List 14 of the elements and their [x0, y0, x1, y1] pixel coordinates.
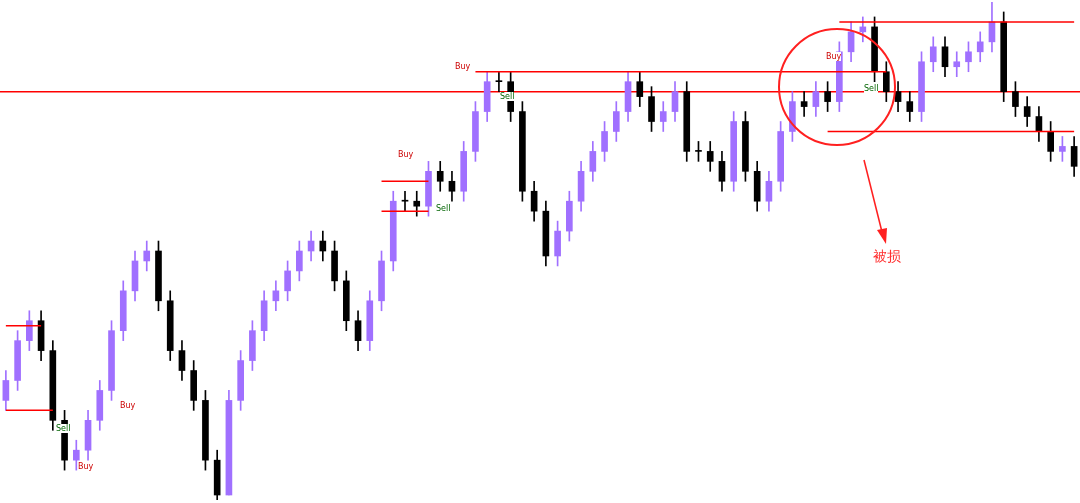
- annotation: Buy: [826, 52, 842, 61]
- annotation: Buy: [78, 462, 94, 471]
- annotation: Sell: [56, 424, 71, 433]
- annotation: Buy: [398, 150, 414, 159]
- candlestick: [401, 190, 409, 212]
- annotation: Buy: [455, 62, 471, 71]
- annotation: Sell: [500, 92, 515, 101]
- candlestick: [800, 91, 808, 117]
- annotation: Sell: [436, 204, 451, 213]
- annotation: Buy: [120, 401, 136, 410]
- candlestick: [495, 71, 503, 92]
- candlestick: [953, 51, 961, 78]
- annotation: Sell: [864, 84, 879, 93]
- annotation: 被损: [873, 248, 901, 264]
